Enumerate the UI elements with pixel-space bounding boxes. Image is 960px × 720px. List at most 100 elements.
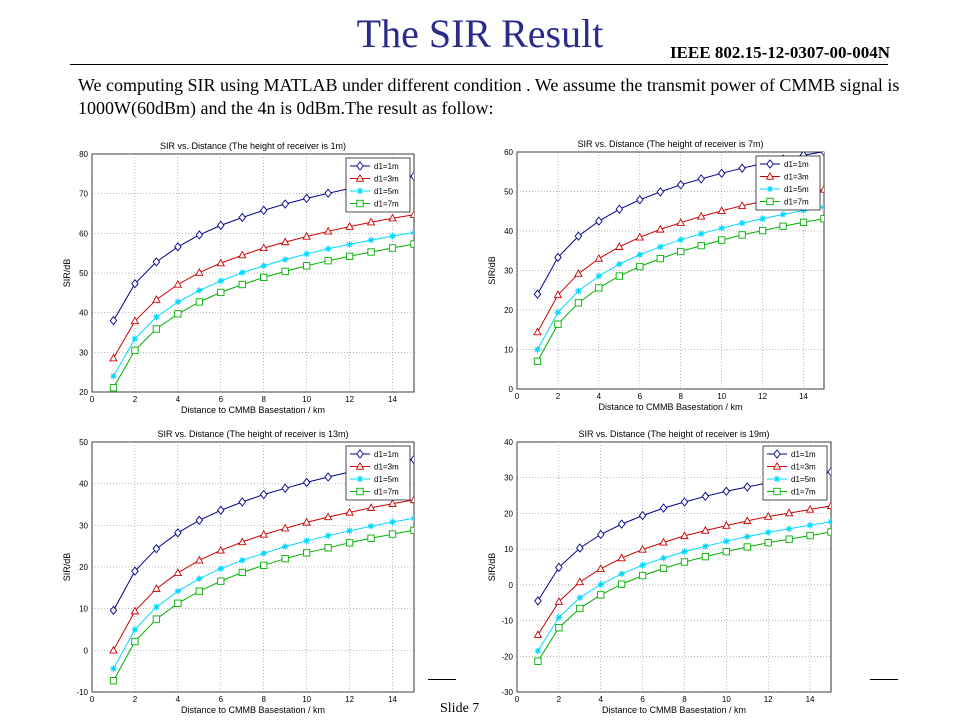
data-point <box>152 294 161 303</box>
data-point <box>174 310 182 318</box>
intro-text: We computing SIR using MATLAB under diff… <box>78 75 900 118</box>
data-point <box>410 515 414 522</box>
y-axis-label: SIR/dB <box>62 553 72 582</box>
data-point <box>260 550 267 557</box>
y-tick-label: 0 <box>509 581 514 590</box>
x-tick-label: 14 <box>388 395 397 404</box>
data-point <box>345 507 354 516</box>
data-point <box>617 519 626 529</box>
legend-marker <box>766 197 774 206</box>
data-point <box>259 529 268 538</box>
chart-title: SIR vs. Distance (The height of receiver… <box>157 429 348 439</box>
x-tick-label: 10 <box>722 695 731 704</box>
y-axis-label: SIR/dB <box>62 259 72 288</box>
data-point <box>785 535 793 543</box>
legend-marker <box>765 171 775 180</box>
data-point <box>738 163 746 173</box>
data-point <box>238 497 247 507</box>
chart-title: SIR vs. Distance (The height of receiver… <box>160 141 346 151</box>
legend-marker <box>772 461 782 470</box>
data-point <box>367 534 375 542</box>
chart-svg: SIR vs. Distance (The height of receiver… <box>487 139 825 412</box>
data-point <box>239 557 246 564</box>
data-point <box>680 497 689 507</box>
data-point <box>260 561 268 569</box>
slide-title: The SIR Result <box>356 11 604 56</box>
data-point <box>701 491 710 502</box>
data-point <box>617 553 626 562</box>
chart-title: SIR vs. Distance (The height of receiver… <box>578 429 769 439</box>
y-axis-label: SIR/dB <box>487 256 497 285</box>
chart-height-7m: SIR vs. Distance (The height of receiver… <box>483 134 830 417</box>
data-point <box>680 531 689 540</box>
data-point <box>764 539 772 547</box>
y-tick-label: 70 <box>79 190 88 199</box>
legend-label: d1=7m <box>374 488 399 497</box>
legend-label: d1=5m <box>374 475 399 484</box>
data-point <box>827 518 831 525</box>
y-tick-label: 30 <box>79 521 88 530</box>
data-point <box>238 280 246 289</box>
legend-marker <box>355 461 365 470</box>
data-point <box>367 248 375 256</box>
data-point <box>779 211 787 218</box>
legend-label: d1=7m <box>791 488 816 497</box>
data-point <box>282 256 289 263</box>
legend-marker <box>356 161 364 171</box>
data-point <box>281 267 289 276</box>
data-point <box>410 171 414 181</box>
data-point <box>533 630 543 639</box>
data-point <box>152 325 161 333</box>
legend-label: d1=7m <box>784 198 809 207</box>
data-point <box>743 516 752 525</box>
legend-marker <box>766 185 774 193</box>
data-point <box>260 262 267 270</box>
data-point <box>575 577 585 586</box>
chart-svg: SIR vs. Distance (The height of receiver… <box>62 141 415 415</box>
series-d1=5m <box>534 203 824 353</box>
data-point <box>697 241 705 250</box>
data-point <box>346 527 353 534</box>
data-point <box>615 242 624 250</box>
series-d1=3m <box>533 501 831 639</box>
data-point <box>738 231 746 239</box>
data-point <box>765 529 772 536</box>
data-point <box>366 503 376 511</box>
data-point <box>131 637 139 646</box>
x-axis-label: Distance to CMMB Basestation / km <box>598 402 742 412</box>
y-tick-label: 30 <box>79 348 88 357</box>
data-point <box>217 288 225 297</box>
data-point <box>723 538 730 545</box>
y-tick-label: 40 <box>504 438 513 447</box>
y-tick-label: -10 <box>501 617 513 626</box>
slide-number: Slide 7 <box>440 701 480 716</box>
data-point <box>722 520 731 529</box>
data-point <box>302 477 311 488</box>
legend-marker <box>773 487 781 496</box>
data-point <box>738 219 746 227</box>
data-point <box>618 570 625 577</box>
legend-label: d1=1m <box>784 160 809 169</box>
x-tick-label: 10 <box>302 395 311 404</box>
data-point <box>302 231 311 240</box>
legend-marker <box>773 475 781 483</box>
data-point <box>367 236 375 244</box>
data-point <box>656 224 665 233</box>
data-point <box>174 599 182 607</box>
data-point <box>238 568 246 577</box>
x-tick-label: 12 <box>345 395 354 404</box>
series-d1=7m <box>534 528 831 665</box>
data-point <box>109 383 118 392</box>
data-point <box>131 566 139 576</box>
data-point <box>410 240 414 248</box>
data-point <box>820 203 824 211</box>
data-point <box>635 232 645 241</box>
y-tick-label: 30 <box>504 267 513 276</box>
data-point <box>388 530 397 538</box>
legend-marker <box>356 187 364 195</box>
data-point <box>615 272 623 280</box>
y-tick-label: 50 <box>79 269 88 278</box>
data-point <box>130 316 140 325</box>
data-point <box>195 230 204 240</box>
legend-marker <box>356 487 364 496</box>
